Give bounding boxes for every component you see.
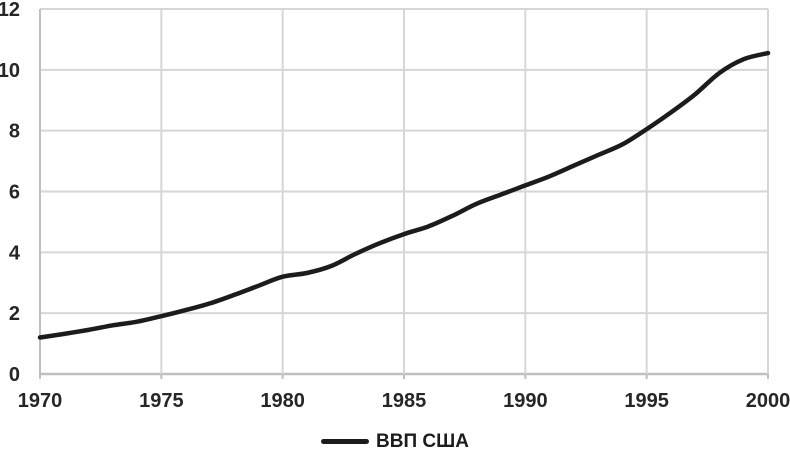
legend-line-icon — [321, 439, 370, 444]
y-tick-label: 10 — [0, 60, 20, 82]
y-tick-label: 8 — [9, 121, 20, 143]
y-tick-label: 0 — [9, 364, 20, 386]
x-tick-label: 1975 — [139, 390, 184, 412]
x-tick-label: 1990 — [503, 390, 548, 412]
x-tick-label: 1985 — [382, 390, 427, 412]
x-tick-label: 1995 — [624, 390, 669, 412]
gdp-line-chart-plot-area: 0 2 4 6 8 10 12 1970 1975 1980 1985 1990 1995 2000 — [0, 0, 790, 412]
y-tick-label: 6 — [9, 182, 20, 204]
chart-legend: ВВП США — [0, 432, 790, 451]
gdp-series-line — [37, 50, 771, 340]
x-tick-label: 1970 — [18, 390, 63, 412]
x-tick-label: 1980 — [260, 390, 305, 412]
y-tick-label: 4 — [9, 242, 21, 264]
legend-series-label: ВВП США — [376, 431, 469, 452]
x-tick-label: 2000 — [746, 390, 790, 412]
y-tick-label: 2 — [9, 303, 20, 325]
y-tick-label: 12 — [0, 0, 20, 21]
